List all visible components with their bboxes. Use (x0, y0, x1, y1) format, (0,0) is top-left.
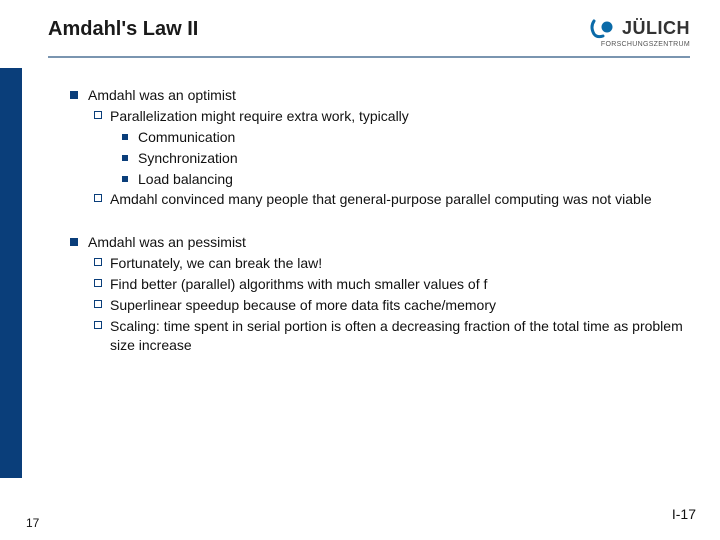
bullet-level2: Scaling: time spent in serial portion is… (94, 317, 690, 355)
logo-icon (590, 19, 616, 39)
slide-title: Amdahl's Law II (48, 18, 198, 41)
logo: JÜLICH FORSCHUNGSZENTRUM (590, 18, 690, 48)
bullet-text: Find better (parallel) algorithms with m… (110, 275, 690, 294)
bullet-text: Amdahl convinced many people that genera… (110, 190, 690, 209)
bullet-level2: Fortunately, we can break the law! (94, 254, 690, 273)
hollow-square-icon (94, 194, 102, 202)
square-bullet-icon (70, 238, 78, 246)
page-number-left: 17 (26, 516, 39, 530)
bullet-text: Load balancing (138, 170, 233, 189)
page-number-right: I-17 (672, 506, 696, 522)
bullet-text: Amdahl was an pessimist (88, 233, 690, 252)
slide-content: Amdahl was an optimist Parallelization m… (0, 58, 720, 355)
bullet-text: Fortunately, we can break the law! (110, 254, 690, 273)
logo-subtitle: FORSCHUNGSZENTRUM (601, 41, 690, 48)
bullet-text: Parallelization might require extra work… (110, 107, 690, 126)
bullet-level3: Synchronization (122, 149, 690, 168)
bullet-level3: Communication (122, 128, 690, 147)
bullet-level2: Superlinear speedup because of more data… (94, 296, 690, 315)
bullet-level2: Find better (parallel) algorithms with m… (94, 275, 690, 294)
small-square-icon (122, 155, 128, 161)
bullet-text: Synchronization (138, 149, 238, 168)
bullet-level1: Amdahl was an pessimist (70, 233, 690, 252)
section-pessimist: Amdahl was an pessimist Fortunately, we … (70, 233, 690, 354)
bullet-level1: Amdahl was an optimist (70, 86, 690, 105)
small-square-icon (122, 134, 128, 140)
bullet-level2: Parallelization might require extra work… (94, 107, 690, 126)
section-optimist: Amdahl was an optimist Parallelization m… (70, 86, 690, 209)
bullet-text: Superlinear speedup because of more data… (110, 296, 690, 315)
hollow-square-icon (94, 300, 102, 308)
bullet-level2: Amdahl convinced many people that genera… (94, 190, 690, 209)
hollow-square-icon (94, 279, 102, 287)
bullet-text: Communication (138, 128, 235, 147)
bullet-text: Amdahl was an optimist (88, 86, 690, 105)
left-sidebar-decoration (0, 68, 22, 478)
hollow-square-icon (94, 258, 102, 266)
square-bullet-icon (70, 91, 78, 99)
logo-text: JÜLICH (622, 18, 690, 39)
bullet-text: Scaling: time spent in serial portion is… (110, 317, 690, 355)
hollow-square-icon (94, 111, 102, 119)
bullet-level3: Load balancing (122, 170, 690, 189)
slide-header: Amdahl's Law II JÜLICH FORSCHUNGSZENTRUM (0, 0, 720, 56)
hollow-square-icon (94, 321, 102, 329)
small-square-icon (122, 176, 128, 182)
